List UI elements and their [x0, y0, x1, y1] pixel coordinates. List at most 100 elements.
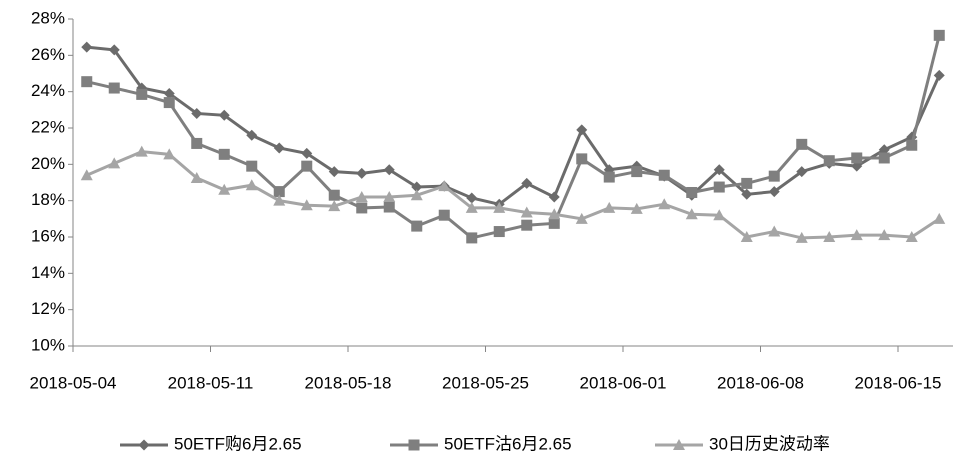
point — [218, 148, 230, 160]
y-tick-label: 26% — [31, 45, 65, 64]
y-tick-label: 14% — [31, 263, 65, 282]
point — [850, 229, 863, 241]
point — [163, 148, 176, 160]
point — [356, 167, 368, 179]
point — [81, 76, 93, 88]
point — [520, 206, 533, 218]
point — [741, 177, 753, 189]
point — [245, 179, 258, 191]
x-tick-label: 2018-05-25 — [442, 373, 529, 392]
x-tick-label: 2018-05-11 — [168, 373, 254, 392]
point — [905, 231, 918, 242]
point — [740, 231, 753, 242]
point — [631, 166, 643, 178]
point — [383, 164, 395, 176]
point — [576, 153, 588, 165]
legend-label: 50ETF购6月2.65 — [174, 434, 302, 453]
point — [246, 160, 258, 172]
y-tick-label: 20% — [31, 154, 65, 173]
point — [356, 202, 368, 214]
point — [933, 212, 946, 224]
point — [300, 199, 313, 211]
point — [191, 107, 203, 119]
point — [796, 138, 808, 150]
point — [878, 229, 891, 241]
point — [465, 201, 478, 213]
point — [411, 220, 423, 232]
point — [218, 109, 230, 121]
series-line — [86, 45, 941, 206]
x-tick-label: 2018-06-08 — [717, 373, 804, 392]
point — [548, 217, 560, 229]
point — [328, 200, 341, 212]
point — [851, 152, 863, 164]
point — [658, 169, 670, 181]
point — [80, 169, 93, 181]
point — [328, 166, 340, 178]
point — [493, 201, 506, 213]
x-tick-label: 2018-06-01 — [580, 373, 667, 392]
point — [741, 188, 753, 200]
point — [768, 225, 781, 237]
point — [411, 181, 423, 193]
y-tick-label: 16% — [31, 226, 65, 245]
point — [685, 208, 698, 220]
legend-marker — [408, 439, 420, 451]
y-tick-label: 18% — [31, 190, 65, 209]
point — [603, 171, 615, 183]
point — [163, 97, 175, 109]
point — [548, 191, 560, 203]
y-tick-label: 10% — [31, 335, 65, 354]
point — [576, 124, 588, 136]
point — [713, 164, 725, 176]
legend-label: 30日历史波动率 — [709, 434, 830, 453]
legend-label: 50ETF沽6月2.65 — [444, 434, 572, 453]
point — [795, 231, 808, 243]
y-tick-label: 12% — [31, 299, 65, 318]
point — [301, 147, 313, 159]
point — [575, 212, 588, 224]
point — [191, 137, 203, 149]
point — [190, 171, 203, 183]
x-tick-label: 2018-06-15 — [855, 373, 942, 392]
point — [328, 189, 340, 201]
x-tick-label: 2018-05-04 — [30, 373, 117, 392]
y-tick-label: 22% — [31, 117, 65, 136]
x-tick-label: 2018-05-18 — [305, 373, 392, 392]
point — [273, 194, 286, 206]
point — [768, 170, 780, 182]
point — [878, 152, 890, 164]
point — [108, 44, 120, 56]
point — [218, 183, 231, 195]
point — [383, 191, 396, 203]
point — [713, 209, 726, 221]
y-tick-label: 28% — [31, 8, 65, 27]
point — [548, 208, 561, 220]
point — [823, 231, 836, 242]
point — [246, 129, 258, 141]
y-tick-label: 24% — [31, 81, 65, 100]
series-line — [86, 34, 941, 240]
point — [108, 82, 120, 94]
point — [493, 226, 505, 238]
series-line — [86, 150, 941, 240]
point — [713, 181, 725, 193]
point — [135, 145, 148, 157]
point — [438, 180, 451, 192]
point — [108, 157, 121, 169]
point — [383, 201, 395, 213]
point — [658, 198, 671, 210]
point — [796, 166, 808, 178]
legend-marker — [138, 439, 150, 451]
legend-marker — [673, 439, 685, 450]
point — [906, 139, 918, 151]
point — [686, 186, 698, 198]
point — [630, 202, 643, 214]
point — [603, 201, 616, 213]
point — [521, 219, 533, 231]
point — [768, 186, 780, 198]
point — [81, 41, 93, 53]
point — [136, 88, 148, 100]
point — [163, 87, 175, 99]
